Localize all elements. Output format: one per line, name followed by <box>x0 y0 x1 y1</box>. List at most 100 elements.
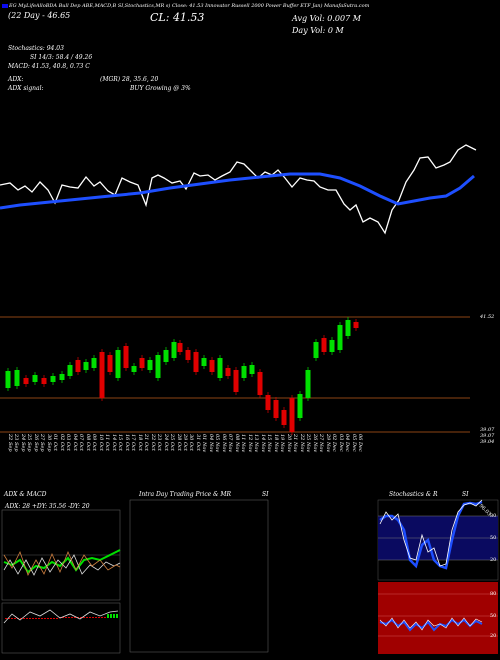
date-label: 13 Nov <box>253 434 260 453</box>
macd-bar <box>38 618 40 619</box>
date-label: 20 Nov <box>285 434 292 453</box>
stoch-tick-20: 20 <box>490 557 497 563</box>
macd-bar <box>113 614 115 618</box>
candle-body <box>249 365 255 374</box>
price-axis-bottom: 39.04 <box>480 439 495 445</box>
date-label: 23 Oct <box>156 434 163 451</box>
date-label: 06 Dec <box>357 434 363 452</box>
date-label: 08 Oct <box>84 434 91 451</box>
buy-signal: BUY Growing @ 3% <box>130 85 191 92</box>
date-label: 19 Nov <box>279 434 286 453</box>
date-label: 28 Oct <box>175 434 182 451</box>
candle-body <box>32 375 38 382</box>
candle-body <box>147 360 153 370</box>
date-label: 22 Sep <box>7 434 13 452</box>
date-label: 16 Oct <box>123 434 130 451</box>
macd-bar <box>14 618 16 619</box>
macd-bar <box>41 618 43 619</box>
macd-bar <box>32 618 34 619</box>
date-label: 05 Dec <box>350 434 357 452</box>
date-label: 10 Oct <box>97 434 104 451</box>
candle-body <box>265 395 271 410</box>
macd-bar <box>56 618 58 619</box>
macd-readout: MACD: 41.53, 40.8, 0.73 C <box>8 63 90 70</box>
macd-bar <box>68 617 70 618</box>
macd-bar <box>62 617 64 618</box>
candle-body <box>67 365 73 376</box>
date-label: 23 Sep <box>13 434 20 452</box>
candle-body <box>337 325 343 350</box>
moving-average-line <box>0 172 475 210</box>
macd-bar <box>29 618 31 619</box>
candle-body <box>75 360 81 372</box>
date-label: 25 Nov <box>305 434 312 453</box>
candle-body <box>177 343 183 352</box>
date-label: 03 Oct <box>65 434 72 451</box>
date-label: 17 Oct <box>130 434 137 451</box>
date-label: 24 Sep <box>19 434 26 452</box>
date-label: 01 Oct <box>52 434 59 451</box>
macd-bar <box>35 618 37 619</box>
stoch-tick-50: 50 <box>490 535 497 541</box>
candle-body <box>131 366 137 372</box>
date-label: 21 Oct <box>143 434 150 451</box>
date-label: 11 Nov <box>240 434 247 453</box>
date-label: 26 Sep <box>32 434 39 452</box>
date-label: 18 Oct <box>136 434 143 451</box>
candle-body <box>155 355 161 378</box>
candle-body <box>201 358 207 366</box>
candle-body <box>115 350 121 378</box>
macd-bar <box>5 618 7 619</box>
adx-macd-title: ADX & MACD <box>4 491 47 498</box>
price-axis-mid-a: 39.07 <box>480 427 495 433</box>
candle-body <box>91 358 97 368</box>
macd-bar <box>74 617 76 618</box>
date-label: 22 Nov <box>298 434 305 453</box>
candle-body <box>329 340 335 352</box>
date-label: 25 Oct <box>169 434 176 451</box>
macd-bar <box>83 617 85 618</box>
adx-line-white <box>3 554 121 576</box>
candle-body <box>353 322 359 328</box>
candle-body <box>297 394 303 418</box>
candle-body <box>163 350 169 362</box>
stochastics-title: Stochastics & R <box>389 491 438 498</box>
date-label: 29 Nov <box>324 434 331 453</box>
date-label: 27 Nov <box>318 434 325 453</box>
price-line <box>0 144 477 235</box>
macd-bar <box>26 618 28 619</box>
macd-bar <box>110 614 112 618</box>
macd-bar <box>44 618 46 619</box>
si-readout: SI 14/3: 58.4 / 49.26 <box>30 54 93 61</box>
adx-label: ADX: <box>8 76 24 83</box>
date-label: 30 Sep <box>45 434 52 452</box>
day-volume: Day Vol: 0 M <box>292 26 344 35</box>
blue-flag-icon <box>2 4 8 8</box>
mgr-readout: (MGR) 28, 35.6, 20 <box>100 76 159 83</box>
candle-body <box>139 358 145 368</box>
macd-bar <box>23 618 25 619</box>
macd-bar <box>11 618 13 619</box>
intraday-panel <box>129 499 269 653</box>
adx-values: ADX: 28 +DY: 35.56 -DY: 20 <box>5 503 90 510</box>
candle-body <box>241 366 247 378</box>
candle-body <box>305 370 311 398</box>
si-line-blue <box>379 618 483 632</box>
candle-body <box>83 362 89 370</box>
candle-body <box>289 398 295 432</box>
si-line-white <box>379 617 483 631</box>
candle-body <box>313 342 319 358</box>
candle-body <box>321 338 327 352</box>
date-label: 24 Oct <box>162 434 169 451</box>
date-label: 25 Sep <box>26 434 33 452</box>
macd-bar <box>92 617 94 618</box>
candle-body <box>107 355 113 372</box>
si-panel <box>378 582 498 654</box>
date-label: 06 Nov <box>220 434 227 453</box>
macd-bar <box>98 617 100 618</box>
candle-body <box>273 400 279 418</box>
macd-line <box>3 609 119 624</box>
candle-body <box>123 346 129 368</box>
date-label: 04 Oct <box>71 434 78 451</box>
macd-bar <box>65 617 67 618</box>
